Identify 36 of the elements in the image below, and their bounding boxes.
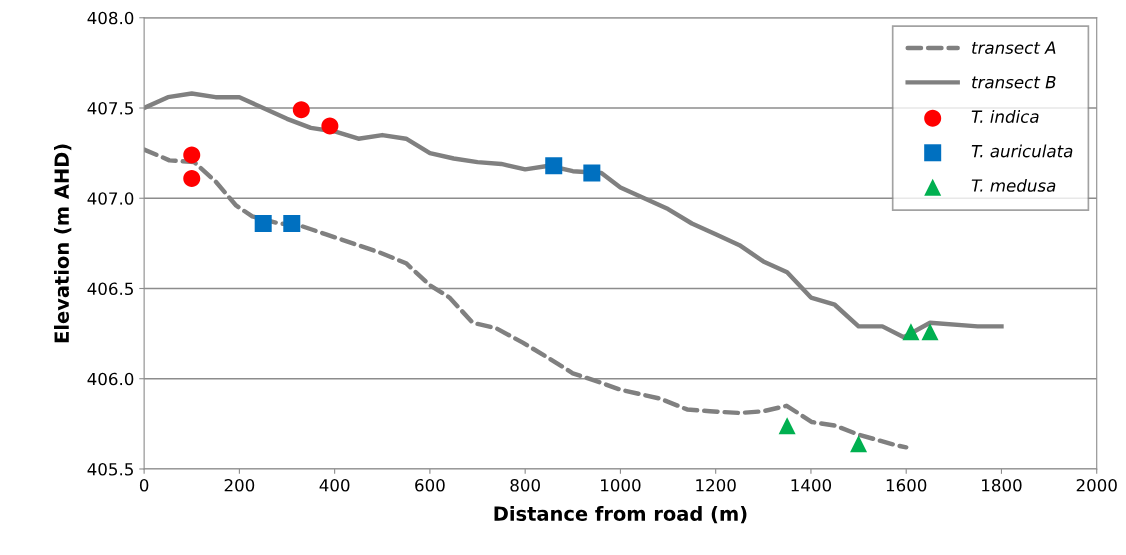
point (183, 146, 201, 164)
x-axis-title: Distance from road (m) (494, 505, 747, 524)
point (183, 169, 201, 187)
legend-label: transect A (972, 41, 1056, 54)
y-tick-label: 407.5 (87, 101, 133, 115)
point (921, 323, 939, 341)
x-tick-label: 200 (224, 478, 255, 492)
point (292, 101, 310, 119)
y-tick-label: 407.0 (87, 192, 134, 205)
point (902, 323, 920, 341)
x-tick-label: 800 (510, 478, 540, 492)
x-tick-label: 1000 (601, 478, 641, 492)
y-tick-label: 406.0 (87, 372, 134, 386)
x-tick-label: 2000 (1076, 478, 1117, 492)
point (254, 215, 272, 233)
x-tick-label: 0 (139, 478, 149, 492)
legend-label: T. indica (971, 110, 1039, 123)
legend-label: transect B (972, 76, 1056, 89)
x-tick-label: 1600 (886, 478, 927, 492)
x-tick-label: 1400 (791, 478, 832, 492)
x-tick-label: 1800 (982, 478, 1022, 492)
x-tick-label: 400 (319, 478, 350, 492)
y-tick-label: 408.0 (87, 11, 134, 25)
point (545, 157, 563, 175)
legend-label: T. auriculata (971, 144, 1073, 158)
point (583, 164, 601, 182)
legend-label: T. medusa (971, 178, 1056, 192)
point (321, 117, 339, 135)
y-tick-label: 405.5 (87, 462, 133, 476)
y-axis-title: Elevation (m AHD) (53, 144, 72, 343)
point (778, 417, 796, 435)
x-tick-label: 600 (415, 478, 445, 492)
x-tick-label: 1200 (696, 478, 736, 492)
point (283, 215, 301, 233)
point (850, 435, 868, 453)
y-tick-label: 406.5 (87, 282, 133, 296)
